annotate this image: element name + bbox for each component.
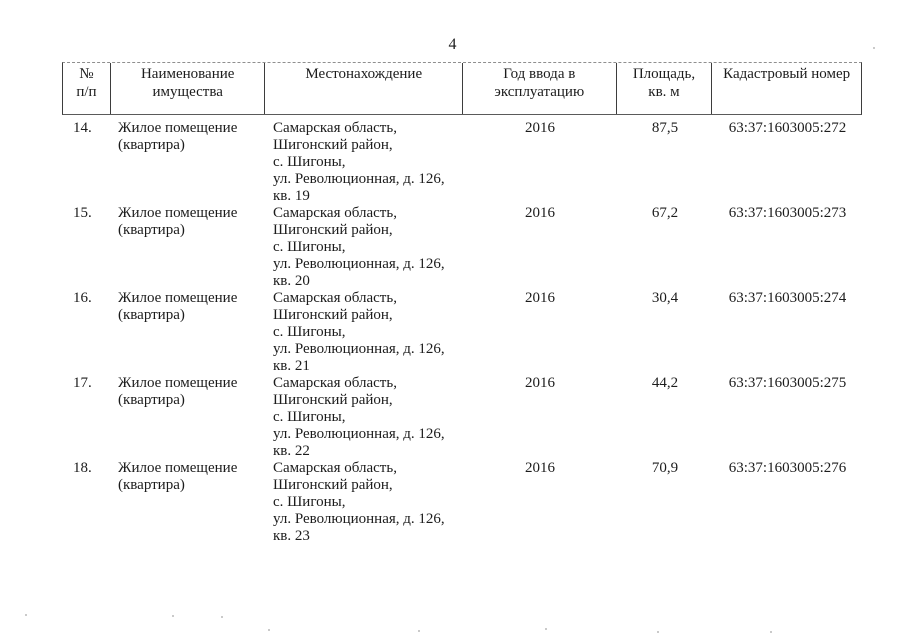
cadastral-number: 63:37:1603005:272 <box>728 120 847 136</box>
cadastral-number: 63:37:1603005:273 <box>728 205 847 221</box>
commission-year: 2016 <box>525 205 555 221</box>
property-name: Жилое помещение (квартира) <box>118 290 238 323</box>
property-location: Самарская область, Шигонский район, с. Ш… <box>273 205 445 289</box>
scan-artifact <box>545 628 547 630</box>
table-row: 18. Жилое помещение (квартира) Самарская… <box>62 460 862 545</box>
area-value: 70,9 <box>651 460 679 476</box>
property-name: Жилое помещение (квартира) <box>118 205 238 238</box>
scan-artifact <box>418 630 420 632</box>
scan-artifact <box>172 615 174 617</box>
property-location: Самарская область, Шигонский район, с. Ш… <box>273 120 445 204</box>
scan-artifact <box>221 616 223 618</box>
scan-artifact <box>657 631 659 633</box>
cadastral-number: 63:37:1603005:275 <box>728 375 847 391</box>
header-cadastral: Кадастровый номер <box>723 66 851 82</box>
header-location: Местонахождение <box>265 63 463 114</box>
commission-year: 2016 <box>525 120 555 136</box>
header-commission-year: Год ввода в эксплуатацию <box>463 63 617 114</box>
header-area: Площадь, кв. м <box>617 63 713 114</box>
commission-year: 2016 <box>525 375 555 391</box>
property-registry-table: № п/п Наименование имущества Местонахожд… <box>62 62 862 545</box>
area-value: 30,4 <box>651 290 679 306</box>
row-number: 18. <box>73 460 92 476</box>
table-body: 14. Жилое помещение (квартира) Самарская… <box>62 115 862 545</box>
row-number: 16. <box>73 290 92 306</box>
table-row: 17. Жилое помещение (квартира) Самарская… <box>62 375 862 460</box>
area-value: 87,5 <box>651 120 679 136</box>
row-number: 15. <box>73 205 92 221</box>
row-number: 14. <box>73 120 92 136</box>
commission-year: 2016 <box>525 290 555 306</box>
area-value: 67,2 <box>651 205 679 221</box>
property-name: Жилое помещение (квартира) <box>118 120 238 153</box>
commission-year: 2016 <box>525 460 555 476</box>
scan-artifact <box>268 629 270 631</box>
property-name: Жилое помещение (квартира) <box>118 460 238 493</box>
property-location: Самарская область, Шигонский район, с. Ш… <box>273 460 445 544</box>
table-row: 16. Жилое помещение (квартира) Самарская… <box>62 290 862 375</box>
scan-artifact <box>873 47 875 49</box>
table-row: 14. Жилое помещение (квартира) Самарская… <box>62 120 862 205</box>
scan-artifact <box>25 614 27 616</box>
property-location: Самарская область, Шигонский район, с. Ш… <box>273 290 445 374</box>
property-name: Жилое помещение (квартира) <box>118 375 238 408</box>
table-header-row: № п/п Наименование имущества Местонахожд… <box>62 62 862 115</box>
row-number: 17. <box>73 375 92 391</box>
page-number: 4 <box>448 36 457 53</box>
property-location: Самарская область, Шигонский район, с. Ш… <box>273 375 445 459</box>
header-property-name: Наименование имущества <box>111 63 266 114</box>
cadastral-number: 63:37:1603005:274 <box>728 290 847 306</box>
table-row: 15. Жилое помещение (квартира) Самарская… <box>62 205 862 290</box>
header-row-number: № п/п <box>63 63 111 114</box>
area-value: 44,2 <box>651 375 679 391</box>
cadastral-number: 63:37:1603005:276 <box>728 460 847 476</box>
scan-artifact <box>770 631 772 633</box>
